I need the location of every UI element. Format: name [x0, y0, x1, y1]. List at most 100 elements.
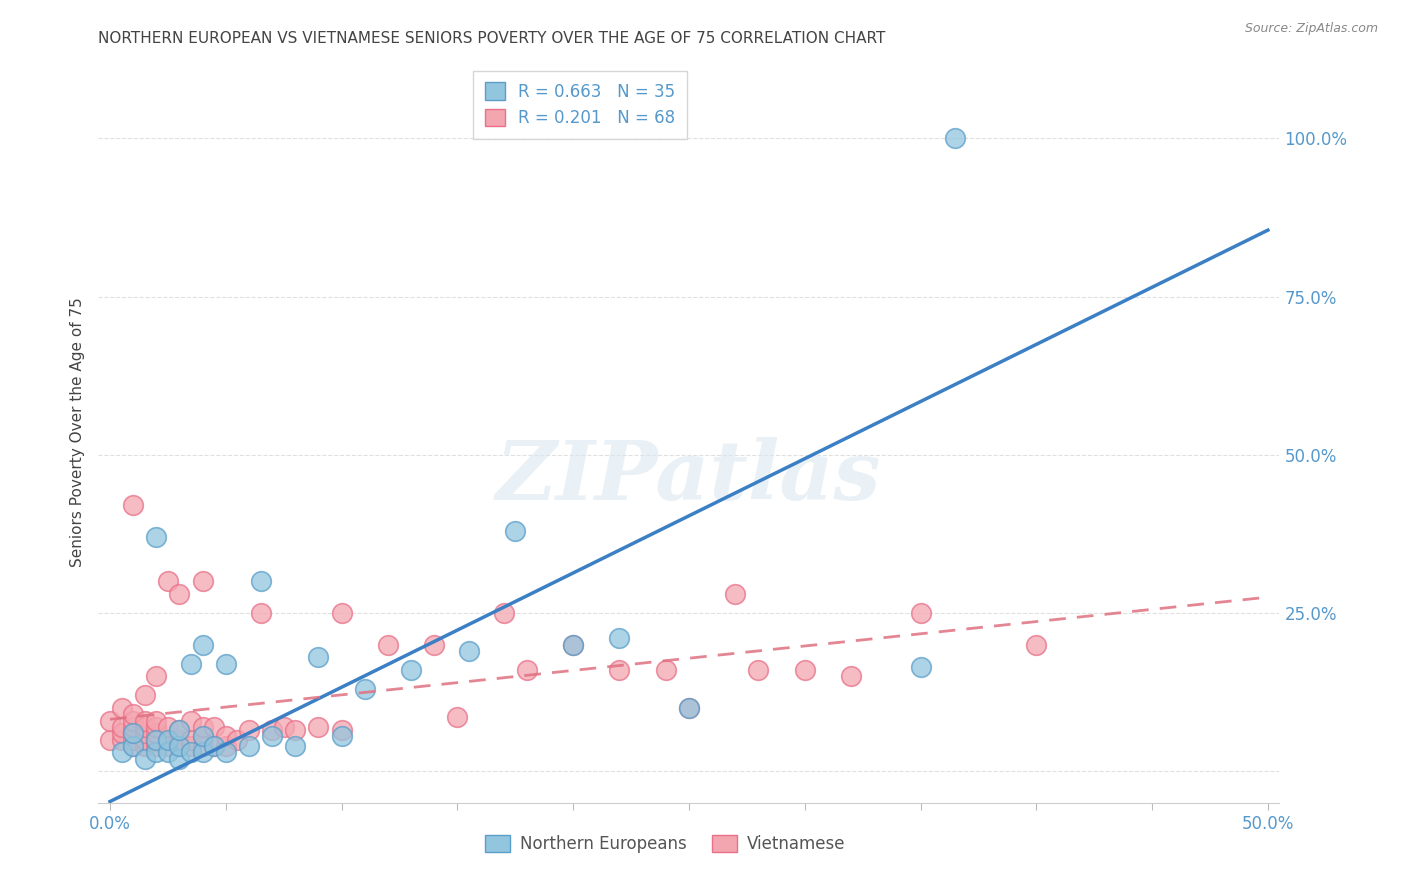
Point [156, 574, 179, 589]
Point [910, 659, 932, 673]
Text: NORTHERN EUROPEAN VS VIETNAMESE SENIORS POVERTY OVER THE AGE OF 75 CORRELATION C: NORTHERN EUROPEAN VS VIETNAMESE SENIORS … [98, 31, 886, 46]
Point [191, 739, 214, 753]
Point [191, 730, 214, 744]
Point [215, 657, 238, 671]
Point [156, 732, 179, 747]
Point [284, 723, 307, 737]
Point [215, 739, 238, 753]
Point [423, 638, 446, 652]
Point [134, 720, 156, 734]
Point [134, 739, 156, 753]
Point [122, 739, 145, 753]
Point [122, 739, 145, 753]
Point [98, 732, 121, 747]
Point [169, 739, 191, 753]
Point [122, 707, 145, 722]
Point [169, 723, 191, 737]
Point [609, 632, 631, 646]
Point [191, 574, 214, 589]
Point [134, 751, 156, 765]
Point [180, 745, 202, 759]
Point [249, 606, 271, 620]
Point [169, 732, 191, 747]
Point [377, 638, 399, 652]
Point [943, 131, 966, 145]
Point [110, 701, 132, 715]
Point [262, 723, 284, 737]
Point [156, 732, 179, 747]
Point [330, 606, 353, 620]
Point [284, 739, 307, 753]
Point [145, 739, 167, 753]
Point [180, 657, 202, 671]
Point [134, 732, 156, 747]
Point [145, 732, 167, 747]
Text: Source: ZipAtlas.com: Source: ZipAtlas.com [1244, 22, 1378, 36]
Point [122, 714, 145, 728]
Point [122, 499, 145, 513]
Point [910, 606, 932, 620]
Point [122, 726, 145, 740]
Point [724, 587, 747, 601]
Point [122, 720, 145, 734]
Point [156, 745, 179, 759]
Point [446, 710, 468, 724]
Text: ZIPatlas: ZIPatlas [496, 437, 882, 517]
Point [134, 688, 156, 702]
Point [399, 663, 422, 677]
Point [110, 726, 132, 740]
Point [238, 739, 260, 753]
Point [191, 638, 214, 652]
Legend: Northern Europeans, Vietnamese: Northern Europeans, Vietnamese [477, 826, 853, 861]
Point [609, 663, 631, 677]
Point [307, 720, 329, 734]
Point [110, 745, 132, 759]
Point [169, 751, 191, 765]
Point [307, 650, 329, 665]
Point [145, 530, 167, 544]
Point [145, 745, 167, 759]
Point [145, 726, 167, 740]
Point [353, 681, 375, 696]
Point [180, 714, 202, 728]
Point [516, 663, 538, 677]
Point [503, 524, 526, 538]
Point [145, 720, 167, 734]
Point [110, 720, 132, 734]
Point [678, 701, 700, 715]
Point [562, 638, 585, 652]
Point [180, 739, 202, 753]
Point [191, 745, 214, 759]
Point [1025, 638, 1047, 652]
Point [655, 663, 678, 677]
Point [839, 669, 862, 683]
Point [191, 730, 214, 744]
Point [110, 732, 132, 747]
Point [122, 732, 145, 747]
Point [262, 730, 284, 744]
Point [134, 714, 156, 728]
Point [169, 723, 191, 737]
Point [169, 587, 191, 601]
Point [145, 669, 167, 683]
Point [273, 720, 295, 734]
Point [134, 726, 156, 740]
Point [458, 644, 481, 658]
Point [562, 638, 585, 652]
Point [169, 739, 191, 753]
Point [249, 574, 271, 589]
Point [793, 663, 815, 677]
Point [330, 730, 353, 744]
Point [145, 732, 167, 747]
Point [330, 723, 353, 737]
Point [145, 714, 167, 728]
Point [156, 720, 179, 734]
Point [122, 726, 145, 740]
Point [202, 739, 225, 753]
Point [492, 606, 515, 620]
Point [215, 730, 238, 744]
Y-axis label: Seniors Poverty Over the Age of 75: Seniors Poverty Over the Age of 75 [69, 298, 84, 567]
Point [226, 732, 249, 747]
Point [202, 739, 225, 753]
Point [156, 739, 179, 753]
